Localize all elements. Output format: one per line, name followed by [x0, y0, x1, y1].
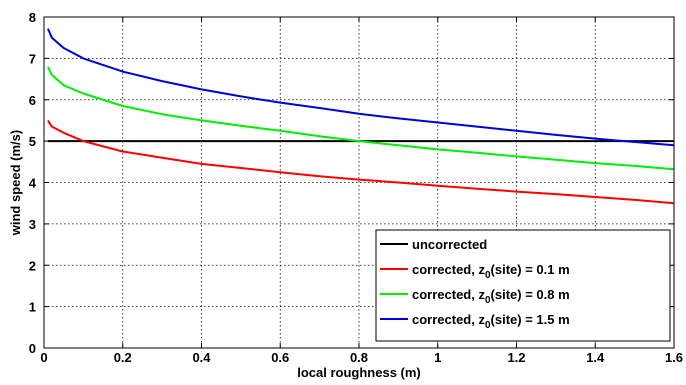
legend-entry-subscript: 0 [485, 320, 491, 331]
legend-entry-2: corrected, z0(site) = 0.8 m [412, 287, 570, 306]
legend-entry-1: corrected, z0(site) = 0.1 m [412, 262, 570, 281]
legend-box [375, 229, 671, 342]
series-line-1 [47, 119, 675, 205]
legend-entry-main: corrected, z [412, 287, 485, 302]
y-tick-label: 4 [29, 176, 37, 191]
legend-entry-0: uncorrected [412, 237, 487, 252]
x-tick-label: 1.2 [507, 350, 525, 365]
y-tick-label: 2 [29, 258, 36, 273]
x-tick-label: 0.2 [114, 350, 132, 365]
x-tick-label: 0.4 [192, 350, 211, 365]
y-tick-label: 7 [29, 51, 36, 66]
x-tick-label: 0 [40, 350, 47, 365]
legend-entry-tail: (site) = 0.8 m [491, 287, 570, 302]
x-axis-label: local roughness (m) [297, 365, 421, 380]
x-tick-label: 1.4 [586, 350, 605, 365]
y-tick-label: 1 [29, 300, 36, 315]
y-tick-label: 5 [29, 134, 36, 149]
series-line-3 [46, 28, 675, 147]
legend-entry-3: corrected, z0(site) = 1.5 m [412, 312, 570, 331]
x-tick-label: 0.8 [350, 350, 368, 365]
y-tick-label: 3 [29, 217, 36, 232]
x-tick-label: 1.6 [665, 350, 683, 365]
series-layer [46, 28, 675, 205]
legend-entry-main: corrected, z [412, 312, 485, 327]
legend-entry-main: uncorrected [412, 237, 487, 252]
y-tick-label: 8 [29, 10, 36, 25]
legend-entry-main: corrected, z [412, 262, 485, 277]
legend-entry-tail: (site) = 0.1 m [491, 262, 570, 277]
y-axis-label: wind speed (m/s) [8, 130, 23, 236]
x-tick-label: 1 [434, 350, 441, 365]
legend-entry-subscript: 0 [485, 295, 491, 306]
y-tick-label: 0 [29, 341, 36, 356]
ticks: 0 0.2 0.4 0.6 0.8 1 1.2 1.4 1.6 0 1 2 3 4 5 6 7 8 [29, 10, 683, 365]
legend-entry-tail: (site) = 1.5 m [491, 312, 570, 327]
y-tick-label: 6 [29, 93, 36, 108]
x-tick-label: 0.6 [271, 350, 289, 365]
series-line-2 [47, 66, 675, 171]
legend-entry-subscript: 0 [485, 270, 491, 281]
